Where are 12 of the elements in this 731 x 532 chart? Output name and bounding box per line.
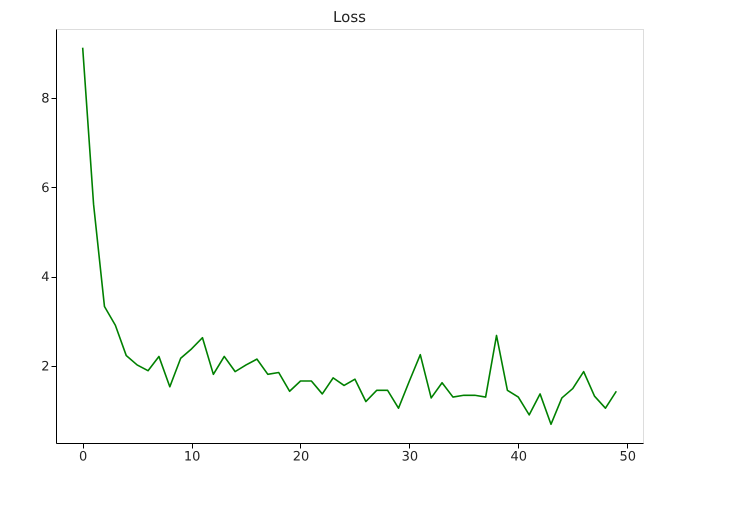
x-tick-label: 50 xyxy=(619,450,636,464)
y-tick-label: 2 xyxy=(41,359,50,374)
x-tick-label: 10 xyxy=(184,450,200,464)
y-tick-label: 4 xyxy=(41,270,50,286)
x-tick-label: 0 xyxy=(79,450,88,464)
line-series xyxy=(82,46,618,426)
x-tick-label: 30 xyxy=(402,450,418,464)
chart-title: Loss xyxy=(333,8,366,26)
x-tick-label: 20 xyxy=(292,450,310,464)
y-tick-label: 6 xyxy=(41,180,50,196)
y-tick-label: 8 xyxy=(41,92,50,107)
x-tick-label: 40 xyxy=(510,450,528,464)
